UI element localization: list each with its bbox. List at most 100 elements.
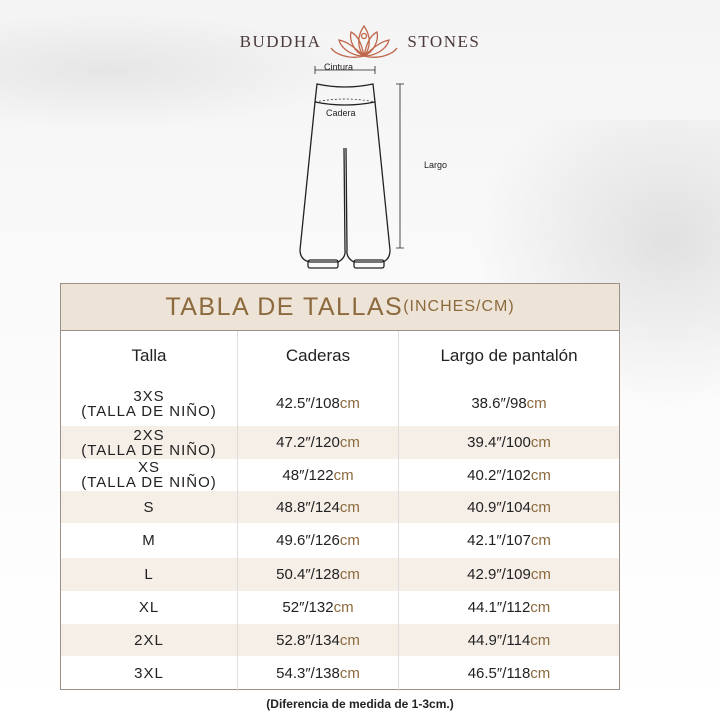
unit-cm: cm (339, 434, 360, 451)
hips-cell: 42.5″/108 cm (238, 381, 399, 426)
hip-label: Cadera (326, 108, 356, 118)
brand-left: BUDDHA (239, 32, 322, 51)
size-cell: M (61, 523, 238, 558)
table-row: XS (TALLA DE NIÑO) 48″/122 cm 40.2″/102 cm (61, 459, 619, 491)
size-cell: 3XL (61, 656, 238, 691)
length-value: 44.1″/112 (467, 599, 531, 616)
size-note: (TALLA DE NIÑO) (81, 402, 217, 420)
size-value: XL (138, 599, 160, 616)
brand-logo: BUDDHA STONES (0, 22, 720, 62)
unit-cm: cm (530, 498, 551, 516)
size-cell: 2XS (TALLA DE NIÑO) (61, 426, 238, 459)
length-value: 40.9″/104 (467, 498, 531, 516)
length-cell: 42.1″/107 cm (399, 523, 619, 558)
background-mist (0, 10, 360, 130)
hips-value: 49.6″/126 (276, 532, 340, 549)
unit-cm: cm (339, 395, 360, 412)
size-value: 2XS (133, 426, 165, 444)
length-value: 42.9″/109 (467, 566, 531, 583)
table-row: 2XS (TALLA DE NIÑO) 47.2″/120 cm 39.4″/100… (61, 426, 619, 459)
header-row: Talla Caderas Largo de pantalón (61, 331, 619, 381)
size-cell: XS (TALLA DE NIÑO) (61, 459, 238, 491)
hips-cell: 52″/132 cm (238, 591, 399, 624)
length-cell: 44.9″/114 cm (399, 624, 619, 656)
unit-cm: cm (530, 532, 551, 549)
length-cell: 40.9″/104 cm (399, 491, 619, 523)
hips-value: 52″/132 (282, 599, 334, 616)
hips-cell: 48″/122 cm (238, 459, 399, 491)
unit-cm: cm (530, 599, 551, 616)
table-row: 3XL 54.3″/138 cm 46.5″/118 cm (61, 656, 619, 691)
length-cell: 46.5″/118 cm (399, 656, 619, 691)
size-cell: L (61, 558, 238, 591)
length-value: 46.5″/118 (467, 665, 531, 682)
length-cell: 38.6″/98 cm (399, 381, 619, 426)
length-cell: 44.1″/112 cm (399, 591, 619, 624)
brand-right: STONES (407, 32, 481, 51)
table-row: M 49.6″/126 cm 42.1″/107 cm (61, 523, 619, 558)
size-chart-table: TABLA DE TALLAS (INCHES/CM) Talla Caderas… (60, 283, 620, 691)
length-value: 44.9″/114 (467, 631, 531, 649)
hips-value: 48.8″/124 (276, 498, 340, 516)
size-value: L (144, 566, 154, 583)
header-hips: Caderas (238, 331, 399, 381)
size-cell: 2XL (61, 624, 238, 656)
hips-cell: 52.8″/134 cm (238, 624, 399, 656)
length-value: 42.1″/107 (467, 532, 531, 549)
lotus-icon (330, 24, 398, 58)
pants-diagram: Cintura Cadera Largo (290, 60, 470, 280)
hips-value: 47.2″/120 (276, 434, 340, 451)
size-value: 3XL (134, 665, 164, 682)
size-cell: S (61, 491, 238, 523)
size-value: 3XS (133, 387, 165, 405)
waist-label: Cintura (324, 62, 354, 72)
hips-value: 48″/122 (282, 466, 334, 484)
unit-cm: cm (339, 498, 360, 516)
table-title: TABLA DE TALLAS (INCHES/CM) (61, 284, 619, 331)
hips-cell: 47.2″/120 cm (238, 426, 399, 459)
hips-value: 50.4″/128 (276, 566, 340, 583)
length-value: 38.6″/98 (471, 395, 527, 412)
pants-outline-icon (299, 66, 404, 269)
table-row: 2XL 52.8″/134 cm 44.9″/114 cm (61, 624, 619, 656)
unit-cm: cm (526, 395, 547, 412)
length-cell: 40.2″/102 cm (399, 459, 619, 491)
table-row: S 48.8″/124 cm 40.9″/104 cm (61, 491, 619, 523)
hips-cell: 50.4″/128 cm (238, 558, 399, 591)
unit-cm: cm (530, 566, 551, 583)
size-cell: 3XS (TALLA DE NIÑO) (61, 381, 238, 426)
unit-cm: cm (339, 631, 360, 649)
hips-cell: 49.6″/126 cm (238, 523, 399, 558)
size-note: (TALLA DE NIÑO) (81, 474, 217, 491)
unit-cm: cm (339, 665, 360, 682)
size-value: 2XL (134, 631, 164, 649)
size-value: XS (137, 459, 160, 476)
title-unit: (INCHES/CM) (403, 298, 515, 315)
unit-cm: cm (530, 665, 551, 682)
length-cell: 39.4″/100 cm (399, 426, 619, 459)
header-length: Largo de pantalón (440, 346, 578, 365)
length-value: 40.2″/102 (467, 466, 531, 484)
header-size: Talla (61, 331, 238, 381)
length-cell: 42.9″/109 cm (399, 558, 619, 591)
length-value: 39.4″/100 (467, 434, 531, 451)
hips-value: 42.5″/108 (276, 395, 340, 412)
title-text: TABLA DE TALLAS (165, 292, 404, 321)
hips-cell: 54.3″/138 cm (238, 656, 399, 691)
size-cell: XL (61, 591, 238, 624)
hips-value: 54.3″/138 (276, 665, 340, 682)
size-value: S (143, 498, 155, 516)
unit-cm: cm (339, 532, 360, 549)
unit-cm: cm (333, 466, 354, 484)
size-note: (TALLA DE NIÑO) (81, 441, 217, 459)
unit-cm: cm (530, 631, 551, 649)
hips-value: 52.8″/134 (276, 631, 340, 649)
length-label: Largo (424, 160, 448, 170)
measurement-note: (Diferencia de medida de 1-3cm.) (266, 697, 454, 711)
unit-cm: cm (530, 434, 551, 451)
hips-cell: 48.8″/124 cm (238, 491, 399, 523)
unit-cm: cm (333, 599, 354, 616)
table-row: 3XS (TALLA DE NIÑO) 42.5″/108 cm 38.6″/98 c… (61, 381, 619, 426)
size-value: M (142, 532, 156, 549)
table-row: XL 52″/132 cm 44.1″/112 cm (61, 591, 619, 624)
